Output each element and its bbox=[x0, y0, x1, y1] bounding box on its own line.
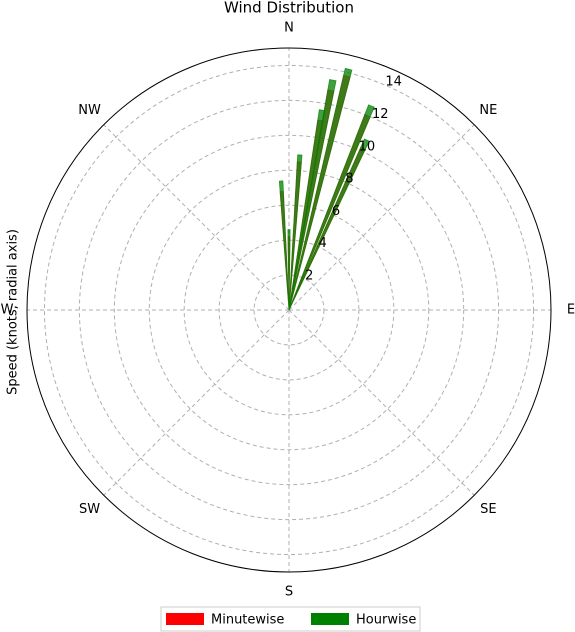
grid-spoke bbox=[103, 124, 290, 311]
grid-ring bbox=[43, 64, 535, 556]
outer-frame bbox=[26, 47, 552, 573]
legend-box bbox=[160, 606, 421, 632]
bar bbox=[288, 104, 375, 311]
x-tick-label: W bbox=[1, 303, 14, 318]
bar bbox=[278, 180, 290, 311]
y-tick-label: 8 bbox=[345, 172, 353, 187]
legend-label: Minutewise bbox=[211, 613, 284, 628]
grid-spoke bbox=[288, 124, 475, 311]
grid-ring bbox=[78, 99, 500, 521]
x-tick-label: E bbox=[567, 303, 575, 318]
legend-swatch bbox=[311, 613, 349, 625]
legend-swatch bbox=[166, 613, 204, 625]
x-tick-label: S bbox=[285, 585, 293, 600]
grid-ring bbox=[218, 239, 360, 381]
chart-title: Wind Distribution bbox=[224, 0, 354, 17]
x-tick-label: SW bbox=[79, 502, 100, 517]
grid-ring bbox=[148, 169, 430, 451]
x-tick-label: NE bbox=[479, 103, 497, 118]
y-tick-label: 10 bbox=[359, 139, 376, 154]
grid-spoke bbox=[288, 309, 475, 496]
y-tick-label: 2 bbox=[305, 268, 313, 283]
y-tick-label: 12 bbox=[372, 107, 389, 122]
legend: Minutewise Hourwise bbox=[160, 606, 421, 632]
bar bbox=[288, 79, 337, 311]
grid-ring bbox=[183, 204, 395, 416]
grid-spoke bbox=[103, 309, 290, 496]
plot-area: N NE E SE S SW W NW 2 4 6 8 10 12 14 bbox=[1, 21, 575, 600]
legend-label: Hourwise bbox=[356, 613, 416, 628]
y-tick-label: 4 bbox=[319, 236, 327, 251]
x-tick-label: N bbox=[284, 21, 294, 36]
bar bbox=[288, 67, 353, 311]
bar bbox=[288, 138, 370, 311]
bar bbox=[287, 229, 291, 311]
grid-ring bbox=[113, 134, 465, 486]
x-tick-label: NW bbox=[78, 103, 101, 118]
y-tick-label: 14 bbox=[385, 75, 402, 90]
x-tick-label: SE bbox=[480, 502, 496, 517]
y-tick-label: 6 bbox=[332, 204, 340, 219]
bar bbox=[288, 154, 303, 311]
y-axis-label: Speed (knots, radial axis) bbox=[6, 229, 21, 395]
